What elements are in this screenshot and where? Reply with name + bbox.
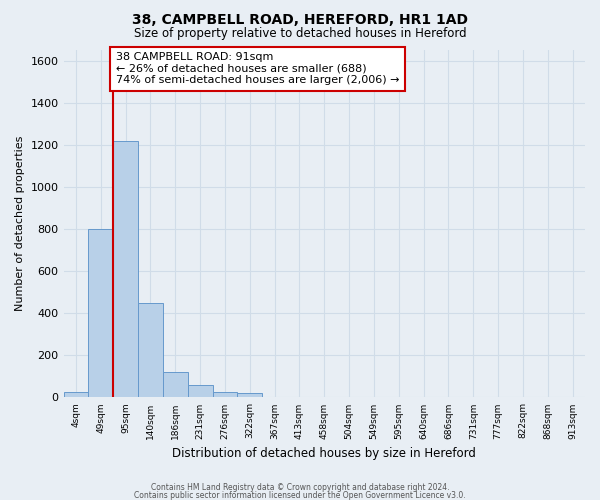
Bar [138, 302, 163, 398]
Bar [163, 372, 188, 398]
Bar [113, 140, 138, 398]
X-axis label: Distribution of detached houses by size in Hereford: Distribution of detached houses by size … [172, 447, 476, 460]
Text: Size of property relative to detached houses in Hereford: Size of property relative to detached ho… [134, 28, 466, 40]
Bar [64, 392, 88, 398]
Bar [238, 393, 262, 398]
Bar [88, 229, 113, 398]
Text: 38 CAMPBELL ROAD: 91sqm
← 26% of detached houses are smaller (688)
74% of semi-d: 38 CAMPBELL ROAD: 91sqm ← 26% of detache… [116, 52, 399, 86]
Y-axis label: Number of detached properties: Number of detached properties [15, 136, 25, 312]
Bar [188, 385, 212, 398]
Text: Contains public sector information licensed under the Open Government Licence v3: Contains public sector information licen… [134, 490, 466, 500]
Text: Contains HM Land Registry data © Crown copyright and database right 2024.: Contains HM Land Registry data © Crown c… [151, 483, 449, 492]
Bar [212, 392, 238, 398]
Text: 38, CAMPBELL ROAD, HEREFORD, HR1 1AD: 38, CAMPBELL ROAD, HEREFORD, HR1 1AD [132, 12, 468, 26]
